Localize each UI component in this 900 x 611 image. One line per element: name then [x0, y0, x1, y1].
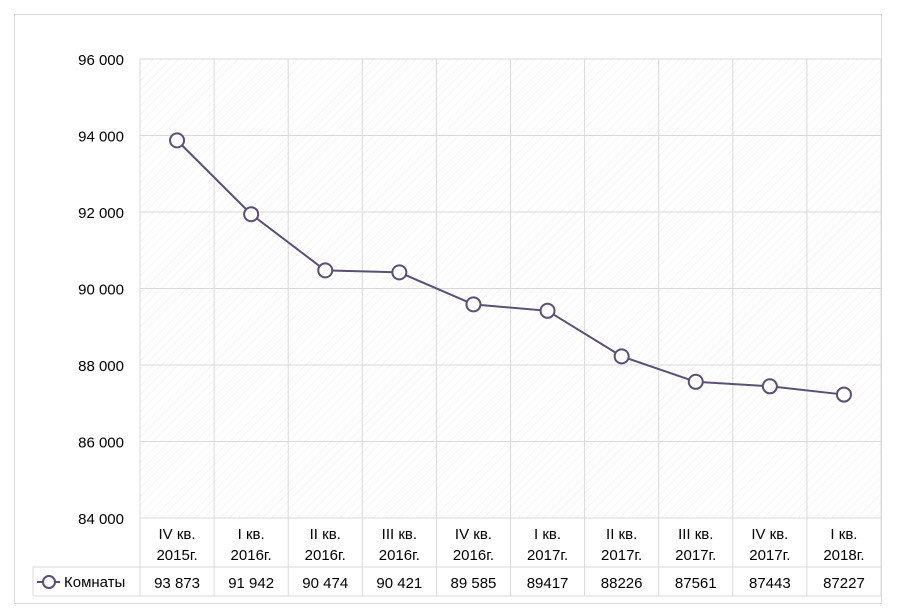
- table-value-cell: 88226: [601, 575, 643, 592]
- category-label-year: 2016г.: [231, 547, 272, 564]
- data-point: [317, 262, 334, 279]
- gridlines: [139, 58, 882, 596]
- category-label-year: 2017г.: [749, 547, 790, 564]
- data-point: [613, 348, 630, 365]
- series-komnaty: [169, 132, 852, 403]
- category-label-year: 2016г.: [305, 547, 346, 564]
- y-tick-label: 90 000: [78, 282, 124, 299]
- category-label-quarter: IV кв.: [159, 526, 196, 543]
- y-tick-label: 86 000: [78, 435, 124, 452]
- table-value-cell: 89417: [527, 575, 569, 592]
- category-label-quarter: III кв.: [382, 526, 417, 543]
- category-label-year: 2018г.: [823, 547, 864, 564]
- y-tick-label: 94 000: [78, 129, 124, 146]
- y-axis-ticks: 84 000 86 000 88 000 90 000 92 000 94 000 96 0…: [78, 52, 124, 528]
- table-value-cell: 89 585: [451, 575, 497, 592]
- data-point: [391, 264, 408, 281]
- table-value-cell: 91 942: [228, 575, 274, 592]
- y-tick-label: 84 000: [78, 511, 124, 528]
- table-value-cell: 90 421: [376, 575, 422, 592]
- table-value-cell: 90 474: [302, 575, 348, 592]
- category-label-quarter: IV кв.: [751, 526, 788, 543]
- category-label-year: 2016г.: [379, 547, 420, 564]
- data-point: [243, 206, 260, 223]
- category-label-quarter: I кв.: [830, 526, 857, 543]
- category-label-year: 2017г.: [601, 547, 642, 564]
- y-tick-label: 88 000: [78, 358, 124, 375]
- category-label-quarter: II кв.: [310, 526, 341, 543]
- legend-series-name: Комнаты: [64, 574, 125, 591]
- table-value-cell: 87443: [749, 575, 791, 592]
- data-point: [465, 296, 482, 313]
- category-label-quarter: I кв.: [534, 526, 561, 543]
- category-label-quarter: IV кв.: [455, 526, 492, 543]
- table-value-cell: 87561: [675, 575, 717, 592]
- table-value-cell: 93 873: [154, 575, 200, 592]
- category-label-quarter: I кв.: [238, 526, 265, 543]
- category-label-year: 2017г.: [527, 547, 568, 564]
- series-line: [176, 139, 845, 396]
- category-label-year: 2017г.: [675, 547, 716, 564]
- data-point: [835, 386, 852, 403]
- y-tick-label: 96 000: [78, 52, 124, 69]
- category-label-year: 2016г.: [453, 547, 494, 564]
- category-label-quarter: II кв.: [606, 526, 637, 543]
- data-table: IV кв. 2015г. I кв. 2016г. II кв. 2016г. III к…: [32, 526, 881, 597]
- data-point: [761, 378, 778, 395]
- data-point: [539, 302, 556, 319]
- y-tick-label: 92 000: [78, 205, 124, 222]
- category-label-year: 2015г.: [156, 547, 197, 564]
- table-value-cell: 87227: [823, 575, 865, 592]
- legend-marker-key: [42, 575, 56, 589]
- category-label-quarter: III кв.: [678, 526, 713, 543]
- data-point: [169, 132, 186, 149]
- data-point: [687, 373, 704, 390]
